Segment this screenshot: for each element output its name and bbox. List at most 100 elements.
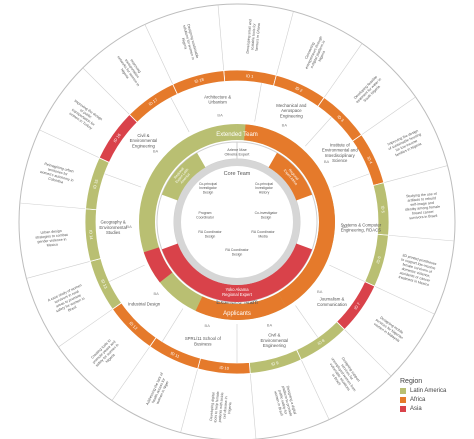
- project-id: ID 2: [295, 85, 304, 93]
- project-divider: [180, 368, 198, 433]
- ba-label: BA: [282, 122, 288, 127]
- project-divider: [39, 129, 100, 159]
- extended-team-label-bottom: Extended Team: [216, 300, 258, 306]
- core-member: Co-principal Investigator History: [255, 182, 274, 194]
- project-divider: [323, 43, 363, 98]
- yoko-label: Yoko Akama Regional Expert: [222, 287, 253, 297]
- department-label: Industrial Design: [128, 302, 161, 307]
- project-text: Addressing the lack ofhealth access forw…: [145, 372, 172, 409]
- project-description: Developing digitaltools to help femalepa…: [209, 391, 233, 424]
- department-divider: [295, 305, 319, 338]
- project-description: Developing small andscalable tools forfa…: [246, 19, 262, 54]
- department-divider: [104, 173, 142, 188]
- project-text: Studying the use ofartifacts to rebuilds…: [404, 192, 441, 221]
- project-id: ID 3: [336, 114, 345, 123]
- core-team-center: Core Team Co-principal Investigator Design C…: [174, 159, 300, 285]
- project-id: ID 12: [128, 320, 139, 331]
- department-divider: [332, 173, 370, 188]
- ba-label: BA: [317, 289, 323, 294]
- department-label: Geography & Environmental Studies: [99, 220, 127, 235]
- project-description: Designing a digitalplatform to promotepu…: [273, 384, 298, 419]
- regional-expert-latin-arc: [161, 152, 206, 201]
- project-id: ID 17: [148, 97, 159, 107]
- extended-team-ring: Extended Team Extended Team Applicants: [138, 124, 335, 320]
- project-id: ID 13: [100, 278, 109, 289]
- project-id: ID 10: [219, 365, 230, 371]
- ba-label: BA: [324, 159, 330, 164]
- extended-africa-arc: [244, 124, 335, 307]
- ba-label: BA: [153, 291, 159, 296]
- project-text: Reimagining urbanterritories forwomen's …: [38, 161, 76, 187]
- department-divider: [170, 97, 190, 133]
- project-description: Studying the use ofartifacts to rebuilds…: [404, 192, 441, 221]
- project-id: ID 14: [88, 230, 94, 241]
- project-divider: [276, 11, 294, 76]
- project-id: ID 7: [353, 301, 362, 311]
- project-text: Urban designstrategies to combatgender v…: [35, 228, 69, 248]
- extended-asia-arc: [143, 247, 173, 283]
- legend-item-africa: Africa: [400, 397, 470, 403]
- legend-swatch: [400, 406, 406, 412]
- project-description: Designing sustainablesolutions for women…: [178, 23, 200, 61]
- project-id: ID 6: [375, 255, 382, 264]
- department-label: Mechanical and Aerospace Engineering: [276, 103, 307, 118]
- project-id: ID 9: [271, 360, 280, 367]
- core-member: Co-investigator Design: [255, 211, 279, 219]
- department-label: Institute of Environmental and Interdiscip…: [322, 142, 358, 163]
- project-divider: [300, 359, 330, 420]
- project-text: 3D printed prosthesesto support low-inco…: [398, 253, 437, 287]
- department-divider: [162, 308, 184, 342]
- project-divider: [361, 96, 416, 136]
- project-text: Developing small andscalable tools forfa…: [246, 19, 262, 54]
- legend-label: Latin America: [410, 388, 447, 394]
- regional-expert-africa-arc: [268, 152, 313, 201]
- project-id: ID 4: [366, 156, 374, 165]
- core-member: Co-principal Investigator Design: [199, 182, 218, 194]
- applicants-africa-arc: [195, 293, 286, 320]
- project-divider: [19, 202, 86, 210]
- project-description: A case study of womensurvivors in rurala…: [47, 283, 90, 318]
- project-divider: [58, 308, 113, 348]
- project-description: Addressing the lack ofhealth access forw…: [145, 372, 172, 409]
- project-description: Improving the designof publictransportat…: [66, 99, 103, 132]
- project-id: ID 1: [246, 73, 255, 79]
- ba-label: BA: [217, 113, 223, 118]
- department-label: Journalism & Communication: [317, 297, 347, 307]
- department-label: Civil & Environmental Engineering: [130, 133, 158, 148]
- project-divider: [374, 285, 435, 315]
- project-description: Reimagining urbanterritories forwomen's …: [38, 161, 76, 187]
- project-id: ID 11: [170, 350, 181, 359]
- department-label: Systems & Computer Engineering, RDACS: [341, 222, 382, 232]
- core-team-label: Core Team: [224, 171, 251, 177]
- regional-expert-latin-label: RegionalExpert LatinAmerica: [172, 165, 193, 187]
- department-label: SPRL/11 School of Business: [185, 336, 222, 346]
- department-divider: [254, 83, 262, 122]
- project-text: A case study of womensurvivors in rurala…: [47, 283, 90, 318]
- department-label: Civil & Environmental Engineering: [261, 333, 289, 348]
- extended-team-label-top: Extended Team: [216, 132, 258, 138]
- legend-label: Africa: [410, 397, 426, 403]
- ba-label: BA: [126, 224, 132, 229]
- project-divider: [249, 373, 257, 439]
- region-legend: Region Latin America Africa Asia: [400, 378, 470, 415]
- project-divider: [26, 261, 91, 279]
- project-divider: [388, 234, 455, 242]
- project-id: ID 5: [380, 205, 386, 214]
- core-member: RA Coordinator Media: [251, 230, 275, 238]
- project-id: ID 15: [92, 178, 100, 189]
- core-member: RA Coordinator Design: [198, 230, 222, 238]
- legend-title: Region: [400, 378, 423, 385]
- department-label: Architecture & Urbanism: [204, 94, 231, 104]
- project-description: Urban designstrategies to combatgender v…: [35, 228, 69, 248]
- project-id: ID 18: [194, 77, 205, 85]
- core-member: RA Coordinator Design: [225, 248, 249, 256]
- core-member: Program Coordinator: [196, 211, 215, 219]
- project-divider: [144, 24, 174, 85]
- legend-item-latin-america: Latin America: [400, 388, 470, 394]
- project-id: ID 16: [112, 132, 122, 143]
- project-divider: [383, 165, 448, 183]
- project-text: Improving the designof publictransportat…: [66, 99, 103, 132]
- project-divider: [82, 67, 130, 115]
- legend-label: Asia: [410, 406, 422, 412]
